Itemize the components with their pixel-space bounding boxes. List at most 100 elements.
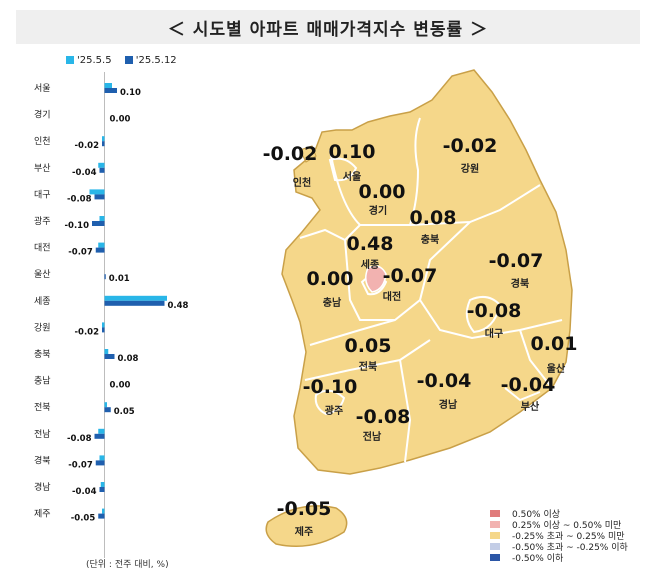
bar-value-label: 0.00 [110, 381, 131, 391]
category-label: 충북 [34, 349, 51, 360]
province-borders [299, 117, 563, 463]
map-shapes [265, 69, 573, 547]
map-region-value: 0.00 [359, 181, 406, 203]
bar-value-label: -0.05 [71, 514, 96, 524]
map-region-value: 0.10 [329, 141, 376, 163]
bar-curr [104, 274, 106, 280]
map-legend-swatch [490, 543, 500, 550]
map-legend-swatch [490, 554, 500, 561]
category-label: 울산 [34, 269, 51, 280]
bar-curr [94, 433, 105, 439]
map-region-name: 전남 [363, 430, 382, 443]
map-region-name: 광주 [325, 405, 343, 417]
bar-curr [98, 513, 105, 519]
map-region-name: 세종 [361, 258, 379, 271]
bar-curr [102, 141, 105, 147]
ganghwa-island [299, 145, 317, 163]
map-region-value: -0.07 [489, 250, 544, 272]
map-legend-swatch [490, 521, 500, 528]
map-legend-row: 0.25% 이상 ~ 0.50% 미만 [490, 519, 628, 531]
bar-prev [102, 508, 105, 514]
map-legend-swatch [490, 532, 500, 539]
bar-prev [99, 216, 105, 221]
map-region-name: 충북 [421, 233, 439, 246]
map-legend: 0.50% 이상 0.25% 이상 ~ 0.50% 미만 -0.25% 초과 ~… [490, 508, 628, 564]
category-label: 대구 [34, 189, 51, 200]
map-region-name: 충남 [323, 296, 342, 309]
bar-curr [92, 221, 105, 226]
map-region-name: 부산 [521, 400, 540, 413]
bar-curr [99, 167, 105, 173]
bar-value-label: 0.48 [168, 301, 189, 311]
legend-swatch-prev [66, 56, 74, 64]
category-label: 경기 [34, 109, 51, 121]
bar-chart-zero-axis [104, 72, 105, 558]
bar-curr [95, 247, 105, 253]
bar-value-label: -0.02 [75, 327, 100, 337]
bar-value-label: -0.10 [65, 221, 90, 231]
bar-value-label: -0.07 [68, 460, 93, 470]
map-region-value: 0.00 [307, 268, 354, 290]
bar-prev [99, 455, 105, 461]
map-region-value: 0.01 [531, 333, 578, 355]
map-legend-row: -0.25% 초과 ~ 0.25% 미만 [490, 530, 628, 542]
map-region-value: -0.04 [417, 370, 472, 392]
map-legend-label: 0.25% 이상 ~ 0.50% 미만 [512, 521, 622, 531]
map-region-name: 제주 [295, 525, 313, 538]
category-label: 광주 [34, 215, 51, 227]
category-label: 전북 [34, 402, 51, 413]
category-label: 대전 [34, 243, 51, 254]
map-legend-label: -0.25% 초과 ~ 0.25% 미만 [512, 532, 625, 542]
sejong-region [365, 265, 387, 293]
bar-prev [104, 402, 107, 408]
bar-value-label: -0.07 [68, 248, 93, 258]
bar-value-label: 0.05 [114, 407, 135, 417]
bar-curr [104, 300, 165, 306]
map-legend-row: -0.50% 이하 [490, 552, 628, 564]
category-label: 세종 [34, 296, 51, 307]
map-legend-swatch [490, 510, 500, 517]
map-region-name: 전북 [359, 360, 377, 373]
map-region-value: 0.05 [345, 335, 392, 357]
category-label: 경남 [34, 481, 51, 493]
bar-curr [104, 88, 117, 93]
bar-value-label: 0.10 [120, 88, 141, 98]
map-region-value: 0.48 [347, 233, 394, 255]
category-label: 제주 [34, 509, 51, 520]
unit-note: (단위 : 전주 대비, %) [86, 560, 169, 570]
map-region-name: 인천 [293, 176, 311, 189]
map-region-value: -0.08 [356, 406, 411, 428]
map-region-value: -0.05 [277, 498, 332, 520]
bar-value-label: 0.01 [109, 274, 130, 284]
map-region-name: 경남 [439, 398, 458, 411]
bar-curr [94, 194, 105, 200]
bar-prev [98, 242, 105, 248]
bar-value-label: -0.08 [67, 434, 92, 444]
bar-value-label: -0.04 [72, 487, 97, 497]
bar-prev [98, 162, 105, 168]
bar-prev [100, 482, 105, 487]
bar-curr [104, 407, 111, 413]
bar-value-label: 0.08 [118, 354, 139, 364]
map-legend-label: -0.50% 이하 [512, 554, 564, 564]
bar-value-label: 0.00 [110, 115, 131, 125]
bar-prev [102, 322, 105, 328]
bar-value-label: -0.02 [75, 141, 100, 151]
map-region-value: -0.10 [303, 376, 358, 398]
bar-value-label: -0.04 [72, 168, 97, 178]
map-region-value: -0.02 [443, 135, 498, 157]
map-region-name: 대전 [383, 290, 401, 303]
legend-label-prev: '25.5.5 [77, 55, 112, 66]
map-region-value: -0.07 [383, 265, 438, 287]
legend-item-prev: '25.5.5 [66, 55, 112, 66]
series-legend: '25.5.5 '25.5.12 [66, 55, 187, 66]
map-region-name: 서울 [343, 170, 361, 183]
bar-curr [99, 487, 105, 492]
bar-prev [104, 349, 109, 354]
map-region-name: 경기 [369, 204, 387, 217]
bar-curr [95, 460, 105, 466]
map-region-value: 0.08 [410, 207, 457, 229]
bar-curr [102, 327, 105, 333]
